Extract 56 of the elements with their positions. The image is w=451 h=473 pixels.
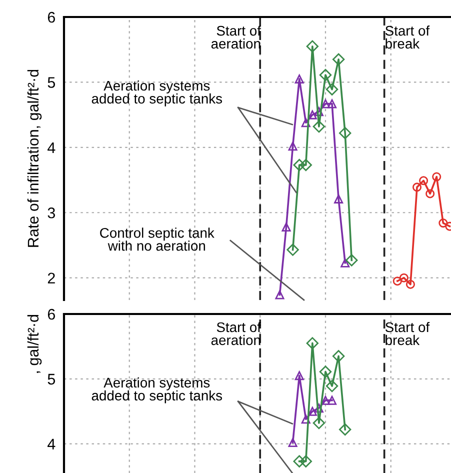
point <box>332 350 345 362</box>
y-tick-label: 4 <box>48 438 56 450</box>
point <box>293 158 306 172</box>
point <box>319 68 332 82</box>
point <box>326 380 338 392</box>
point <box>275 290 284 300</box>
point <box>339 423 352 436</box>
point <box>319 366 332 378</box>
point <box>392 276 402 286</box>
point <box>293 455 306 468</box>
y-axis-title: Rate of infiltration, gal/ft²·d <box>27 70 42 247</box>
point <box>412 182 422 192</box>
point <box>312 120 326 133</box>
y-tick-label: 2 <box>48 272 55 284</box>
annotation: Start of break <box>385 322 430 346</box>
point <box>288 142 298 151</box>
annotation: Aeration systems added to septic tanks <box>92 377 222 404</box>
point <box>328 99 337 108</box>
annotation: Start of break <box>385 26 430 49</box>
annotation: Control septic tank with no aeration <box>100 228 214 251</box>
point <box>346 254 358 266</box>
point <box>432 172 442 182</box>
point <box>328 396 337 405</box>
point <box>294 74 304 84</box>
y-axis-title: , gal/ft²·d <box>27 314 42 373</box>
point <box>300 158 312 172</box>
point <box>339 126 352 140</box>
point <box>332 53 345 66</box>
point <box>438 218 448 228</box>
point <box>314 107 324 116</box>
y-tick-label: 5 <box>48 77 56 88</box>
point <box>301 118 310 128</box>
annotation: Aeration systems added to septic tanks <box>92 80 222 106</box>
point <box>300 455 312 468</box>
point <box>306 337 319 350</box>
point <box>286 244 299 256</box>
y-tick-label: 5 <box>48 374 56 385</box>
point <box>399 273 408 282</box>
point <box>340 258 350 268</box>
y-tick-label: 6 <box>48 308 55 320</box>
point <box>334 194 344 204</box>
point <box>419 176 428 186</box>
point <box>312 416 326 430</box>
y-tick-label: 4 <box>48 142 56 153</box>
point <box>314 404 324 413</box>
point <box>326 83 338 96</box>
point <box>306 40 319 52</box>
point <box>426 189 435 198</box>
y-tick-label: 3 <box>48 207 55 218</box>
point <box>406 280 415 289</box>
point <box>294 371 304 380</box>
annotation: Start of aeration <box>211 26 262 49</box>
point <box>301 414 310 424</box>
y-tick-label: 6 <box>48 12 55 23</box>
point <box>282 222 291 232</box>
point <box>288 438 298 448</box>
